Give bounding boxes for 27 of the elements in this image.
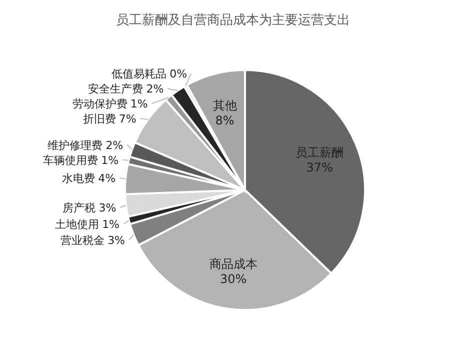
data-label: 7% bbox=[118, 112, 136, 126]
data-label: 30% bbox=[220, 272, 247, 286]
slice-label: 商品成本 bbox=[209, 257, 258, 272]
data-label: 2% bbox=[146, 82, 164, 96]
data-label: 1% bbox=[130, 98, 148, 111]
data-label: 0% bbox=[170, 68, 188, 81]
slice-label: 土地使用 bbox=[55, 218, 100, 231]
slice-label: 员工薪酬 bbox=[296, 145, 344, 160]
data-label: 3% bbox=[108, 234, 125, 248]
slice-label: 安全生产费 bbox=[88, 82, 144, 96]
slice-label: 低值易耗品 bbox=[112, 68, 167, 81]
slice-label: 折旧费 bbox=[82, 112, 116, 126]
data-label: 8% bbox=[215, 114, 234, 128]
slice-label: 劳动保护费 bbox=[72, 98, 128, 111]
data-label: 3% bbox=[98, 201, 116, 214]
data-label: 37% bbox=[306, 160, 333, 174]
slice-label: 房产税 bbox=[62, 201, 96, 214]
data-label: 4% bbox=[98, 172, 116, 185]
data-label: 2% bbox=[106, 138, 124, 152]
slice-label: 维护修理费 bbox=[48, 138, 103, 152]
slice-label: 水电费 bbox=[62, 172, 96, 185]
chart-title: 员工薪酬及自营商品成本为主要运营支出 bbox=[116, 12, 350, 28]
slice-label: 其他 bbox=[212, 98, 237, 113]
data-label: 1% bbox=[102, 218, 120, 231]
slice-label: 营业税金 bbox=[60, 234, 105, 248]
slice-label: 车辆使用费 bbox=[43, 154, 98, 167]
data-label: 1% bbox=[101, 154, 119, 167]
